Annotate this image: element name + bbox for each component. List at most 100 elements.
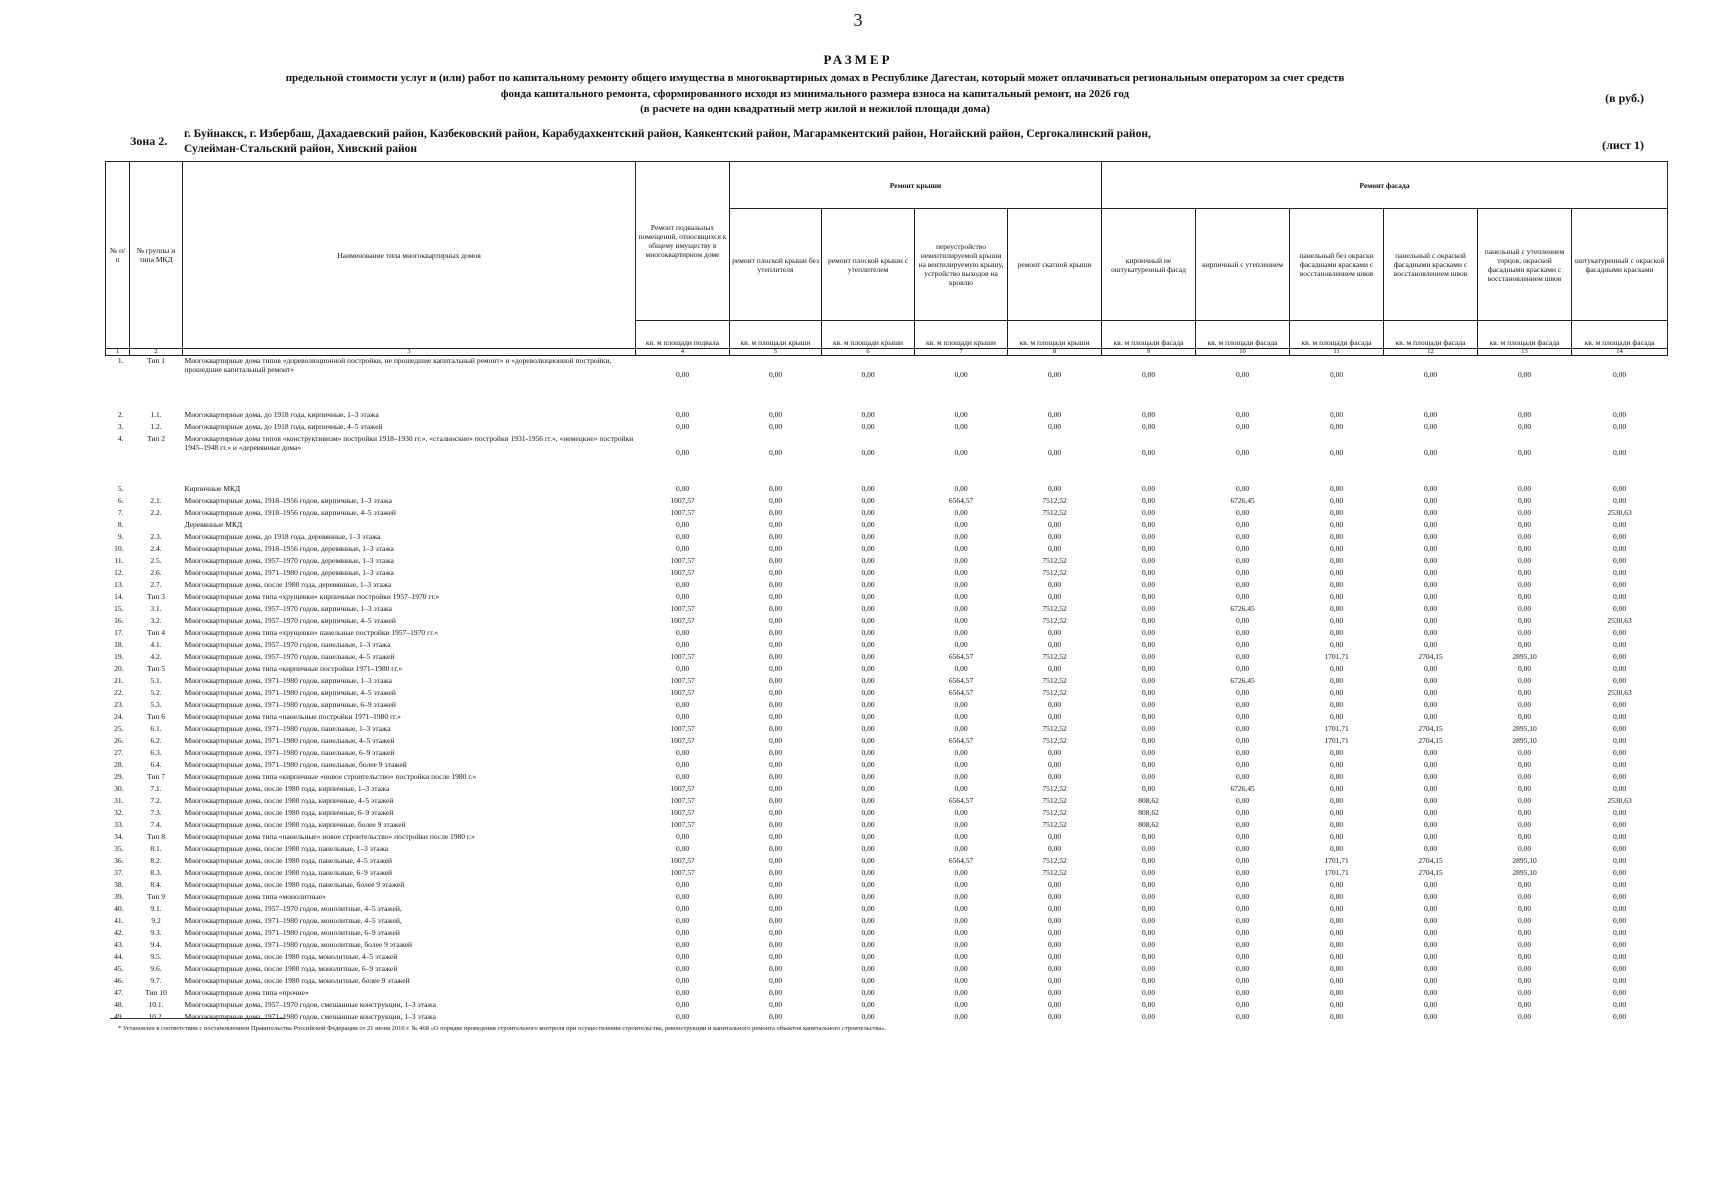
price-cell: 0,00 <box>1329 520 1344 529</box>
price-cell: 7512,52 <box>1042 568 1067 577</box>
price-cell: 0,00 <box>1047 544 1062 553</box>
price-cell: 0,00 <box>954 544 968 553</box>
data-row: 34. Тип 8 Многоквартирные дома типа «панел… <box>106 832 1668 844</box>
price-cell: 0,00 <box>861 628 875 637</box>
group-code: 9.3. <box>150 928 162 937</box>
price-cell: 0,00 <box>1235 964 1250 973</box>
price-cell: 0,00 <box>1141 532 1156 541</box>
price-cell: 0,00 <box>1329 928 1344 937</box>
group-code: Тип 10 <box>145 988 167 997</box>
price-cell: 0,00 <box>1423 410 1438 419</box>
price-cell: 0,00 <box>1517 700 1532 709</box>
price-cell: 0,00 <box>1423 604 1438 613</box>
price-cell: 0,00 <box>1423 640 1438 649</box>
price-cell: 7512,52 <box>1042 652 1067 661</box>
house-type: Многоквартирные дома, после 1980 года, к… <box>184 784 390 793</box>
price-cell: 0,00 <box>1329 940 1344 949</box>
data-row: 30. 7.1. Многоквартирные дома, после 1980 … <box>106 784 1668 796</box>
price-cell: 0,00 <box>1141 964 1156 973</box>
price-cell: 0,00 <box>1329 410 1344 419</box>
price-cell: 0,00 <box>1612 544 1627 553</box>
price-cell: 0,00 <box>1329 688 1344 697</box>
price-cell: 0,00 <box>768 616 783 625</box>
price-cell: 0,00 <box>1141 448 1156 457</box>
group-code: 1.1. <box>150 410 162 419</box>
house-type: Многоквартирные дома, 1971–1980 годов, к… <box>184 688 396 697</box>
unit-label: кв. м площади фасада <box>1383 320 1479 349</box>
price-cell: 0,00 <box>1141 724 1156 733</box>
price-cell: 0,00 <box>1047 772 1062 781</box>
price-cell: 0,00 <box>1047 422 1062 431</box>
price-cell: 0,00 <box>1329 604 1344 613</box>
price-cell: 0,00 <box>1517 916 1532 925</box>
price-cell: 808,62 <box>1138 820 1159 829</box>
unit-label: кв. м площади фасада <box>1571 320 1669 349</box>
group-code: 1.2. <box>150 422 162 431</box>
price-cell: 0,00 <box>1612 712 1627 721</box>
price-cell: 0,00 <box>1329 904 1344 913</box>
price-cell: 0,00 <box>1047 640 1062 649</box>
data-row: 46. 9.7. Многоквартирные дома, после 1980 … <box>106 976 1668 988</box>
price-cell: 6726,45 <box>1230 784 1255 793</box>
price-cell: 0,00 <box>1141 760 1156 769</box>
price-cell: 0,00 <box>1517 448 1532 457</box>
price-cell: 0,00 <box>1235 748 1250 757</box>
price-cell: 0,00 <box>954 784 968 793</box>
price-cell: 0,00 <box>1423 448 1438 457</box>
house-type: Многоквартирные дома типа «монолитные» <box>184 892 326 901</box>
price-cell: 0,00 <box>1612 880 1627 889</box>
price-cell: 0,00 <box>768 664 783 673</box>
price-cell: 0,00 <box>1235 652 1250 661</box>
subcolumn-header: ремонт плоской крыши без утеплителя <box>729 208 822 321</box>
price-cell: 0,00 <box>1423 748 1438 757</box>
price-cell: 0,00 <box>861 976 875 985</box>
row-number: 48. <box>114 1000 124 1009</box>
house-type: Многоквартирные дома типа «кирпичные «но… <box>184 772 477 781</box>
price-cell: 0,00 <box>1141 748 1156 757</box>
price-cell: 0,00 <box>1141 640 1156 649</box>
price-cell: 0,00 <box>861 820 875 829</box>
house-type: Многоквартирные дома, 1918–1956 годов, д… <box>184 544 394 553</box>
price-cell: 0,00 <box>768 370 783 379</box>
price-cell: 0,00 <box>861 1000 875 1009</box>
price-cell: 0,00 <box>675 532 690 541</box>
price-cell: 0,00 <box>1517 712 1532 721</box>
group-code: 2.6. <box>150 568 162 577</box>
price-cell: 0,00 <box>1423 580 1438 589</box>
price-cell: 0,00 <box>1423 568 1438 577</box>
price-cell: 0,00 <box>954 808 968 817</box>
price-cell: 0,00 <box>768 844 783 853</box>
data-row: 44. 9.5. Многоквартирные дома, после 1980 … <box>106 952 1668 964</box>
price-cell: 0,00 <box>675 844 690 853</box>
group-code: 4.2. <box>150 652 162 661</box>
row-number: 47. <box>114 988 124 997</box>
price-cell: 0,00 <box>1612 916 1627 925</box>
price-cell: 0,00 <box>1047 916 1062 925</box>
group-code: 6.4. <box>150 760 162 769</box>
row-number: 49. <box>114 1012 124 1021</box>
price-cell: 0,00 <box>1329 532 1344 541</box>
price-cell: 7512,52 <box>1042 796 1067 805</box>
price-cell: 0,00 <box>954 592 968 601</box>
row-number: 40. <box>114 904 124 913</box>
price-cell: 0,00 <box>1423 832 1438 841</box>
house-type: Многоквартирные дома, до 1918 года, кирп… <box>184 410 379 419</box>
group-code: 2.3. <box>150 532 162 541</box>
row-number: 19. <box>114 652 124 661</box>
price-cell: 0,00 <box>861 712 875 721</box>
price-cell: 0,00 <box>1047 976 1062 985</box>
price-cell: 0,00 <box>675 892 690 901</box>
price-cell: 0,00 <box>1517 940 1532 949</box>
row-number: 35. <box>114 844 124 853</box>
price-cell: 0,00 <box>1517 892 1532 901</box>
price-cell: 0,00 <box>1047 928 1062 937</box>
price-cell: 0,00 <box>954 820 968 829</box>
price-cell: 2530,63 <box>1607 508 1632 517</box>
price-cell: 0,00 <box>954 1000 968 1009</box>
price-cell: 0,00 <box>861 652 875 661</box>
price-cell: 0,00 <box>1423 760 1438 769</box>
title: РАЗМЕР <box>823 52 893 67</box>
price-cell: 0,00 <box>768 556 783 565</box>
data-row: 31. 7.2. Многоквартирные дома, после 1980 … <box>106 796 1668 808</box>
price-cell: 0,00 <box>1612 448 1627 457</box>
